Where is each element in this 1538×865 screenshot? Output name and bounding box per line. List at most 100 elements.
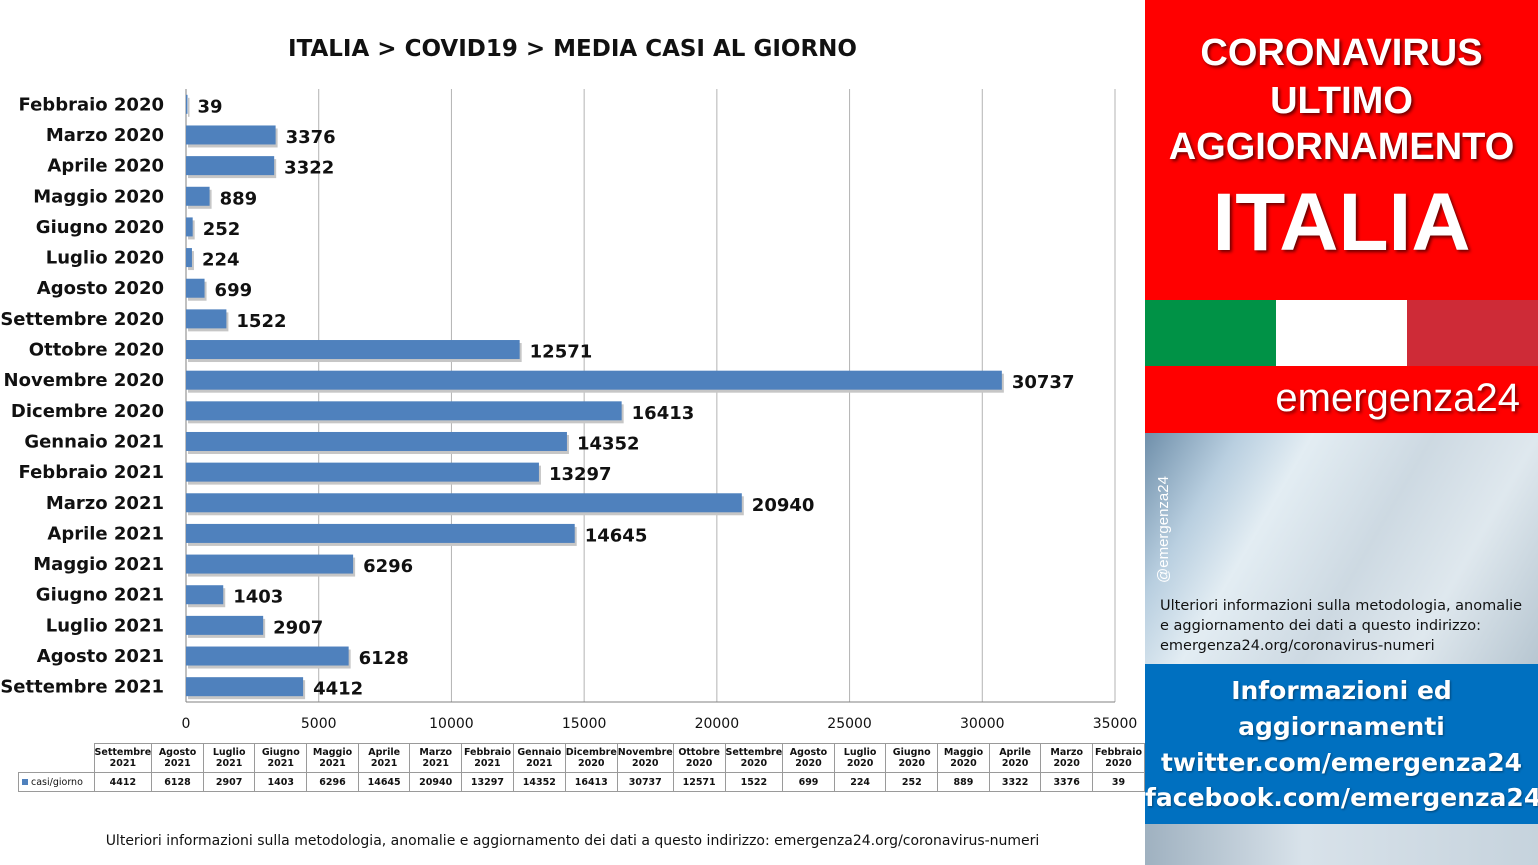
facebook-link[interactable]: facebook.com/emergenza24	[1145, 783, 1538, 812]
table-header-cell: Luglio 2021	[202, 743, 256, 773]
flag-white-stripe	[1276, 300, 1407, 366]
value-label: 6128	[359, 648, 409, 669]
table-header-cell: Novembre 2020	[616, 743, 674, 773]
footer-note: Ulteriori informazioni sulla metodologia…	[105, 833, 1040, 849]
bar	[186, 677, 304, 697]
bar	[186, 493, 742, 513]
table-header-cell: Febbraio 2020	[1091, 743, 1146, 773]
bar	[186, 646, 349, 666]
value-label: 1403	[233, 587, 283, 608]
table-value-cell: 1403	[254, 772, 308, 792]
value-label: 699	[215, 280, 253, 301]
table-header-cell: Giugno 2021	[254, 743, 308, 773]
table-header-cell: Aprile 2020	[988, 743, 1042, 773]
category-label: Novembre 2020	[4, 370, 164, 391]
bar	[186, 554, 354, 574]
value-label: 2907	[273, 617, 323, 638]
value-label: 14645	[585, 525, 648, 546]
table-header-cell: Marzo 2021	[409, 743, 462, 773]
category-label: Marzo 2020	[46, 125, 164, 146]
table-value-cell: 3322	[988, 772, 1042, 792]
category-label: Agosto 2020	[37, 278, 164, 299]
photo-note: Ulteriori informazioni sulla metodologia…	[1160, 598, 1523, 654]
flag-green-stripe	[1145, 300, 1276, 366]
value-label: 252	[203, 219, 241, 240]
table-value-cell: 3376	[1040, 772, 1093, 792]
table-header-cell: Agosto 2021	[151, 743, 204, 773]
x-tick-label: 30000	[960, 716, 1005, 732]
category-label: Aprile 2020	[47, 156, 164, 177]
value-label: 30737	[1012, 372, 1075, 393]
twitter-handle: @emergenza24	[1155, 476, 1172, 583]
bar	[186, 523, 575, 543]
category-label: Settembre 2021	[0, 677, 164, 698]
chart-area: ITALIA > COVID19 > MEDIA CASI AL GIORNO …	[0, 36, 1146, 849]
value-label: 1522	[236, 311, 286, 332]
bar	[186, 278, 205, 298]
value-label: 224	[202, 250, 240, 271]
bar	[186, 125, 276, 145]
side-panel: CORONAVIRUS ULTIMO AGGIORNAMENTO ITALIA …	[1145, 0, 1538, 865]
header-line-3: AGGIORNAMENTO	[1168, 126, 1515, 168]
data-table: Settembre 2021 Agosto 2021 Luglio 2021 Giugno 2…	[18, 743, 1146, 792]
table-value-cell: 224	[833, 772, 887, 792]
info-line-1: Informazioni ed	[1231, 676, 1452, 705]
category-label: Aprile 2021	[47, 523, 164, 544]
header-line-2: ULTIMO	[1270, 80, 1413, 122]
bar	[186, 615, 264, 635]
table-header-cell: Agosto 2020	[782, 743, 835, 773]
bar	[186, 248, 192, 268]
x-tick-label: 15000	[562, 716, 607, 732]
category-label: Marzo 2021	[46, 493, 164, 514]
bar-chart: 0 5000 10000 15000 20000 25000 30000 35000 Febbr…	[0, 89, 1138, 732]
value-label: 20940	[752, 495, 815, 516]
value-label: 3322	[284, 158, 334, 179]
table-value-cell: 12571	[672, 772, 726, 792]
value-label: 889	[220, 188, 258, 209]
category-label: Luglio 2020	[46, 248, 164, 269]
chart-title: ITALIA > COVID19 > MEDIA CASI AL GIORNO	[288, 36, 857, 62]
table-value-cell: 699	[782, 772, 835, 792]
x-tick-label: 10000	[429, 716, 474, 732]
table-value-cell: 16413	[564, 772, 618, 792]
category-label: Settembre 2020	[0, 309, 164, 330]
twitter-link[interactable]: twitter.com/emergenza24	[1160, 748, 1523, 777]
table-header-cell: Ottobre 2020	[672, 743, 726, 773]
value-label: 4412	[313, 679, 363, 700]
value-label: 14352	[577, 433, 640, 454]
value-label: 6296	[363, 556, 413, 577]
table-value-cell: 13297	[461, 772, 514, 792]
bar	[186, 340, 520, 360]
table-value-cell: 2907	[202, 772, 256, 792]
bar	[186, 431, 567, 451]
brand-name: emergenza24	[1275, 376, 1520, 420]
table-value-cell: 39	[1091, 772, 1146, 792]
table-header-cell: Gennaio 2021	[512, 743, 566, 773]
bar	[186, 186, 210, 206]
table-header-cell: Maggio 2021	[306, 743, 359, 773]
bar	[186, 370, 1002, 390]
country-title: ITALIA	[1212, 177, 1471, 268]
value-label: 39	[198, 96, 223, 117]
value-label: 12571	[530, 342, 593, 363]
bar	[186, 462, 539, 482]
category-label: Febbraio 2020	[19, 94, 164, 115]
value-label: 16413	[632, 403, 695, 424]
table-value-cell: 20940	[409, 772, 462, 792]
category-label: Giugno 2020	[36, 217, 164, 238]
bar	[186, 217, 193, 237]
bar	[186, 156, 275, 176]
background-photo: @emergenza24 Ulteriori informazioni sull…	[1145, 433, 1538, 664]
table-value-cell: 14645	[357, 772, 411, 792]
category-label: Maggio 2021	[33, 554, 164, 575]
category-label: Ottobre 2020	[29, 340, 164, 361]
category-label: Maggio 2020	[33, 186, 164, 207]
header-box: CORONAVIRUS ULTIMO AGGIORNAMENTO ITALIA	[1145, 0, 1538, 300]
table-header-cell: Marzo 2020	[1040, 743, 1093, 773]
bar	[186, 401, 622, 421]
table-value-cell: 14352	[512, 772, 566, 792]
table-value-cell: 4412	[93, 772, 153, 792]
table-value-cell: 889	[937, 772, 990, 792]
category-label: Giugno 2021	[36, 585, 164, 606]
x-tick-label: 35000	[1093, 716, 1138, 732]
